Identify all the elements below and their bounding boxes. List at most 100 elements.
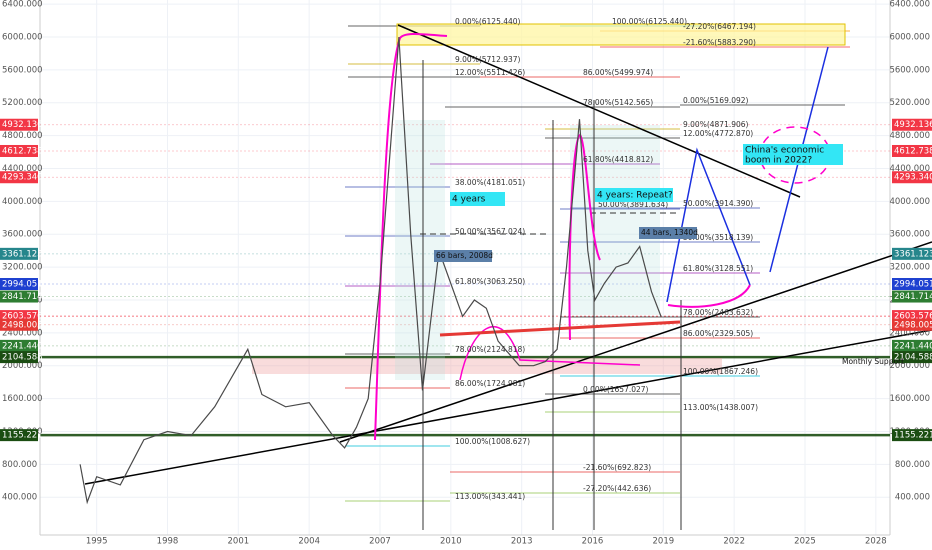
note-box <box>434 250 492 262</box>
price-label: 2241.440 <box>2 341 43 351</box>
price-label: 1155.221 <box>2 431 43 441</box>
fib-label: 100.00%(1008.627) <box>455 437 530 446</box>
x-tick-label: 2025 <box>794 537 816 547</box>
fib-label: 50.00%(3891.634) <box>598 200 668 209</box>
x-tick-label: 2001 <box>228 537 250 547</box>
price-box <box>0 318 38 331</box>
fib-label: 100.00%(6125.440) <box>612 17 687 26</box>
price-label: 2994.051 <box>894 280 932 290</box>
price-box <box>892 118 932 131</box>
price-label: 2104.588 <box>2 353 43 363</box>
y-tick-label: 400.000 <box>2 493 37 503</box>
price-box <box>892 351 932 364</box>
price-box <box>0 247 38 260</box>
y-tick-label: 5600.000 <box>2 65 43 75</box>
price-label: 4612.738 <box>2 146 43 156</box>
y-tick-label: 5600.000 <box>889 65 930 75</box>
price-box <box>0 351 38 364</box>
price-box <box>892 339 932 352</box>
price-box <box>892 171 932 184</box>
fib-label: 12.00%(5511.426) <box>455 68 525 77</box>
y-tick-label: 800.000 <box>895 460 930 470</box>
fib-label: 86.00%(1724.981) <box>455 379 525 388</box>
x-tick-label: 2016 <box>582 537 604 547</box>
y-tick-label: 6000.000 <box>889 32 930 42</box>
fib-label: 78.00%(2124.818) <box>455 345 525 354</box>
price-box <box>892 144 932 157</box>
y-tick-label: 5200.000 <box>2 98 43 108</box>
y-tick-label: 400.000 <box>895 493 930 503</box>
fib-label: 0.00%(5169.092) <box>683 96 749 105</box>
x-tick-label: 1995 <box>86 537 108 547</box>
price-box <box>0 278 38 291</box>
y-tick-label: 6000.000 <box>2 32 43 42</box>
fib-label: 113.00%(343.441) <box>455 492 525 501</box>
price-label: 2994.051 <box>2 280 43 290</box>
fib-label: 86.00%(2329.505) <box>683 329 753 338</box>
y-tick-label: 2000.000 <box>2 361 43 371</box>
x-tick-label: 2022 <box>723 537 745 547</box>
x-tick-label: 2013 <box>511 537 533 547</box>
note-box <box>743 144 843 156</box>
fib-label: 50.00%(3567.024) <box>455 227 525 236</box>
price-box <box>0 118 38 131</box>
hand-drawing <box>459 325 641 381</box>
y-tick-label: 3600.000 <box>889 230 930 240</box>
x-tick-label: 1998 <box>157 537 179 547</box>
fib-label: 0.00%(6125.440) <box>455 17 521 26</box>
price-label: 2603.576 <box>894 312 932 322</box>
fib-label: 86.00%(5499.974) <box>583 68 653 77</box>
note-box <box>743 155 843 165</box>
hand-drawing <box>568 133 601 341</box>
y-tick-label: 2000.000 <box>889 361 930 371</box>
price-box <box>892 247 932 260</box>
note: 4 years: Repeat? <box>597 191 673 201</box>
y-tick-label: 2400.000 <box>889 328 930 338</box>
price-label: 2241.440 <box>894 341 932 351</box>
target-zone <box>396 23 846 46</box>
price-box <box>892 290 932 303</box>
x-tick-label: 2004 <box>298 537 320 547</box>
price-label: 2841.714 <box>894 292 932 302</box>
y-tick-label: 1600.000 <box>889 394 930 404</box>
price-box <box>0 429 38 442</box>
y-tick-label: 1600.000 <box>2 394 43 404</box>
price-box <box>892 429 932 442</box>
trend-line <box>397 24 801 198</box>
y-tick-label: 4000.000 <box>889 197 930 207</box>
price-label: 2104.588 <box>894 353 932 363</box>
y-tick-label: 6400.000 <box>889 0 930 10</box>
note: Monthly Support <box>842 357 904 366</box>
fib-label: 12.00%(4772.870) <box>683 129 753 138</box>
price-label: 3361.123 <box>894 249 932 259</box>
price-label: 4932.136 <box>894 120 932 130</box>
fib-label: -21.60%(5883.290) <box>683 38 756 47</box>
note-box <box>450 192 505 206</box>
price-box <box>0 144 38 157</box>
fib-label: 61.80%(3128.551) <box>683 264 753 273</box>
y-tick-label: 3200.000 <box>2 263 43 273</box>
fib-label: 100.00%(1867.246) <box>683 367 758 376</box>
arrow-path <box>666 147 751 303</box>
y-tick-label: 4800.000 <box>2 131 43 141</box>
price-box <box>0 339 38 352</box>
price-label: 2498.005 <box>2 320 43 330</box>
note: 66 bars, 2008d <box>436 251 493 260</box>
y-tick-label: 4800.000 <box>889 131 930 141</box>
fib-label: -21.60%(692.823) <box>583 463 651 472</box>
y-tick-label: 4400.000 <box>2 164 43 174</box>
y-tick-label: 4000.000 <box>2 197 43 207</box>
price-label: 2498.005 <box>894 320 932 330</box>
price-label: 1155.221 <box>894 431 932 441</box>
y-tick-label: 3600.000 <box>2 230 43 240</box>
y-tick-label: 5200.000 <box>889 98 930 108</box>
fib-label: 61.80%(4418.812) <box>583 155 653 164</box>
x-tick-label: 2019 <box>653 537 675 547</box>
hand-drawing <box>374 33 448 441</box>
trend-line <box>84 329 932 485</box>
price-label: 4293.340 <box>894 173 932 183</box>
note: China's economic <box>745 146 824 156</box>
y-tick-label: 3200.000 <box>889 263 930 273</box>
